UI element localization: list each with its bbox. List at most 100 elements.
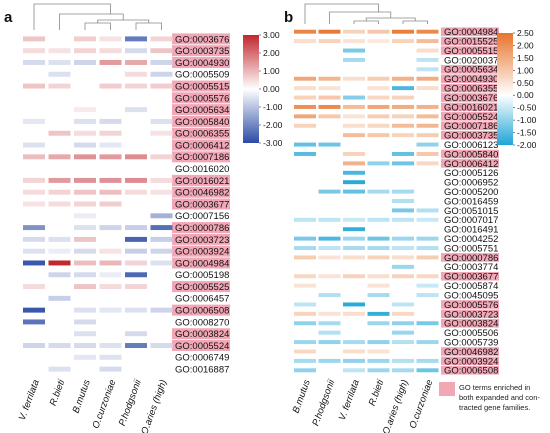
go-term-label: GO:0006123: [444, 140, 498, 151]
go-highlight: [441, 309, 499, 319]
heatmap-cell: [99, 142, 122, 148]
heatmap-cell: [343, 151, 365, 156]
go-term-label: GO:0003723: [444, 309, 498, 320]
go-highlight: [441, 271, 499, 281]
go-term-label: GO:0005751: [444, 243, 498, 254]
heatmap-cell: [392, 133, 414, 138]
heatmap-cell: [318, 236, 341, 241]
colorbar-tick-label: -3.00: [263, 138, 283, 148]
heatmap-cell: [367, 340, 390, 345]
heatmap-cell: [74, 142, 96, 148]
go-term-label: GO:0007186: [444, 121, 498, 132]
heatmap-cell: [416, 246, 439, 251]
enrichment-legend: GO terms enriched in both expanded and c…: [439, 382, 540, 412]
go-term-label: GO:0005576: [175, 93, 229, 104]
go-highlight: [441, 65, 499, 74]
heatmap-cell: [318, 217, 341, 222]
heatmap-cell: [416, 123, 439, 128]
go-term-label: GO:0005524: [444, 112, 498, 123]
colorbar-tick-label: 0.50: [517, 78, 534, 88]
heatmap-cell: [294, 114, 316, 119]
heatmap-cell: [367, 255, 390, 260]
go-term-label: GO:0005126: [444, 168, 498, 179]
go-term-label: GO:0007017: [444, 215, 498, 226]
go-term-label: GO:0004930: [175, 58, 229, 69]
colorbar-tick-label: -1.50: [517, 128, 537, 138]
heatmap-cell: [74, 343, 96, 348]
heatmap-cell: [150, 83, 173, 89]
heatmap-cell: [48, 343, 71, 348]
heatmap-cell: [150, 71, 173, 77]
go-term-label: GO:0003677: [175, 199, 229, 210]
go-highlight: [441, 74, 499, 84]
heatmap-cell: [416, 142, 439, 147]
go-highlight: [172, 80, 230, 92]
go-term-label: GO:0005509: [175, 70, 229, 81]
heatmap-cell: [392, 302, 414, 307]
heatmap-cell: [125, 248, 147, 254]
heatmap-cell: [416, 86, 439, 91]
heatmap-cell: [416, 48, 439, 53]
go-term-label: GO:0046982: [175, 188, 229, 199]
colorbar: [243, 35, 259, 143]
species-column-label: R.bieti: [48, 377, 68, 407]
heatmap-cell: [343, 170, 365, 175]
heatmap-cell: [99, 201, 122, 207]
heatmap-cell: [392, 114, 414, 119]
heatmap-cell: [23, 319, 45, 325]
heatmap-panel-b: GO:0004984GO:0015525GO:0005515GO:0020037…: [291, 3, 537, 433]
heatmap-cell: [125, 71, 147, 77]
heatmap-cell: [343, 227, 365, 232]
go-highlight: [172, 198, 230, 210]
heatmap-cell: [150, 36, 173, 42]
legend-text-line-3: tracted gene families.: [459, 403, 530, 412]
heatmap-cell: [392, 358, 414, 363]
heatmap-cell: [392, 151, 414, 156]
heatmap-cell: [23, 83, 45, 89]
go-highlight: [172, 304, 230, 316]
heatmap-cell: [23, 225, 45, 231]
heatmap-cell: [392, 255, 414, 260]
go-term-label: GO:0005874: [444, 281, 498, 292]
heatmap-cell: [74, 154, 96, 160]
legend-text-line-2: both expanded and con-: [459, 393, 540, 402]
heatmap-cell: [416, 321, 439, 326]
go-term-label: GO:0006355: [175, 129, 229, 140]
heatmap-cell: [343, 274, 365, 279]
heatmap-cell: [318, 293, 341, 298]
heatmap-cell: [416, 76, 439, 81]
heatmap-cell: [318, 358, 341, 363]
heatmap-cell: [294, 274, 316, 279]
heatmap-cell: [416, 29, 439, 34]
heatmap-cell: [416, 104, 439, 109]
dendrogram: [304, 3, 428, 24]
heatmap-cell: [294, 321, 316, 326]
go-term-label: GO:0003824: [444, 319, 498, 330]
heatmap-cell: [74, 331, 96, 337]
heatmap-cell: [416, 161, 439, 166]
colorbar-tick-label: 0.00: [263, 84, 280, 94]
heatmap-cell: [294, 39, 316, 44]
go-term-label: GO:0005634: [175, 105, 229, 116]
heatmap-cell: [343, 246, 365, 251]
go-term-label: GO:0006457: [175, 294, 229, 305]
heatmap-cell: [343, 123, 365, 128]
heatmap-cell: [294, 217, 316, 222]
go-highlight: [172, 245, 230, 257]
species-column-label: V. ferrilata: [17, 378, 42, 422]
species-column-label: R.bieti: [367, 377, 387, 407]
heatmap-cell: [392, 264, 414, 269]
heatmap-cell: [48, 48, 71, 54]
heatmap-cell: [48, 177, 71, 183]
colorbar: [497, 33, 513, 145]
heatmap-cell: [150, 154, 173, 160]
go-term-label: GO:0005576: [444, 300, 498, 311]
heatmap-cell: [392, 76, 414, 81]
heatmap-cell: [343, 236, 365, 241]
species-column-label: B.mutus: [71, 378, 93, 415]
heatmap-cell: [150, 343, 173, 348]
go-term-label: GO:0016021: [444, 102, 498, 113]
heatmap-cell: [367, 189, 390, 194]
heatmap-cell: [318, 321, 341, 326]
go-highlight: [172, 257, 230, 269]
